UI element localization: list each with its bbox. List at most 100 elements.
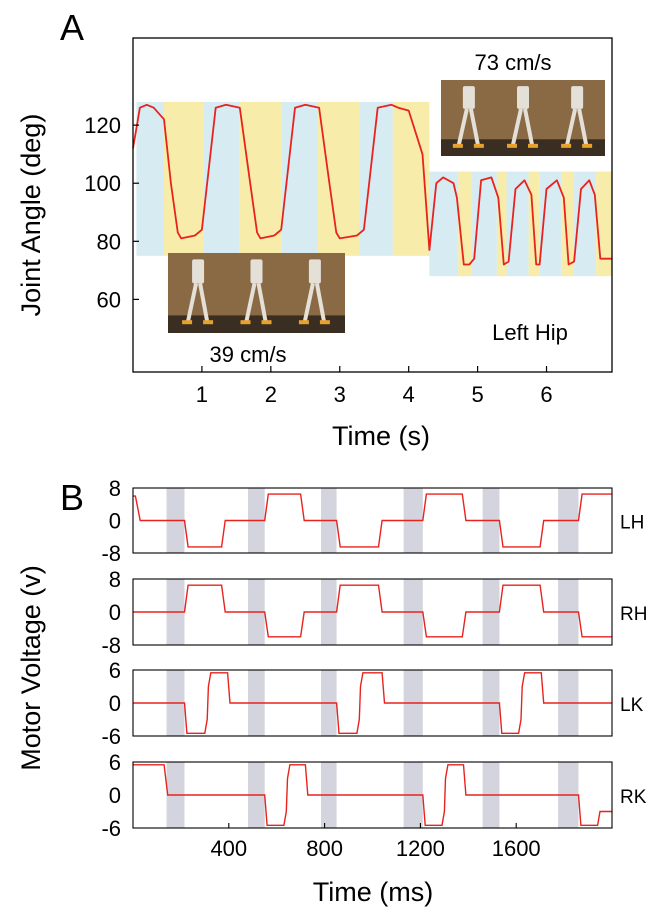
robot-figure [561,86,593,148]
y-tick-label: 100 [84,171,121,196]
phase-band-blue [429,171,459,277]
robot-figure [452,86,484,148]
robot-torso [192,259,205,284]
subplot-frame [132,761,613,829]
robot-foot [261,320,272,325]
panel-b-xlabel: Time (ms) [313,877,433,907]
robot-torso [517,86,529,109]
y-tick-label: -6 [101,724,121,749]
subplot-frame [132,578,613,646]
phase-band-yellow [392,101,430,256]
robot-leg [523,108,534,145]
x-tick-label: 1200 [396,836,445,861]
subplot-frame [132,487,613,554]
robot-foot [452,143,463,148]
subplot-rh: 8 0 -8 RH [101,567,647,658]
voltage-trace-lh [133,493,612,548]
robot-leg [577,108,589,145]
robot-foot [203,320,214,325]
robot-torso [308,259,321,284]
robot-figure [507,86,538,148]
panel-b-ylabel: Motor Voltage (v) [16,565,46,771]
robot-foot [561,143,572,148]
y-tick-label: 60 [97,287,121,312]
robot-leg [244,282,257,322]
photo-floor [441,139,605,156]
panel-b-chart: 8 0 -8 LH 8 0 -8 RH 6 0 -6 LK 6 0 -6 RK 400 800 1200 1600 [101,476,647,861]
robot-foot [319,320,330,325]
phase-band-yellow [596,171,612,277]
panel-a-annotation: Left Hip [492,320,568,345]
y-tick-label: 0 [109,783,121,808]
subplot-rk: 6 0 -6 RK 400 800 1200 1600 [101,750,646,861]
robot-foot [182,320,193,325]
robot-torso [571,86,584,109]
robot-leg [198,283,210,322]
voltage-trace-lk [133,672,612,734]
subplot-name: LK [620,695,644,716]
phase-band-blue [506,171,529,277]
speed-label-slow: 39 cm/s [209,342,286,367]
phase-band-yellow [561,171,575,277]
y-tick-label: 120 [84,113,121,138]
photo-fast-gait [441,80,605,156]
y-tick-label: 6 [109,658,121,683]
phase-band-blue [472,171,497,277]
y-tick-label: -8 [101,541,121,566]
y-tick-label: 80 [97,229,121,254]
y-tick-label: -6 [101,816,121,841]
y-tick-label: -8 [101,633,121,658]
robot-torso [462,86,475,109]
photo-floor [168,315,345,333]
subplot-name: RH [620,604,647,625]
x-tick-label: 800 [306,836,343,861]
phase-band-yellow [317,101,360,256]
phase-band-blue [203,101,240,256]
x-tick-label: 5 [471,382,483,407]
panel-a-label: A [60,7,84,48]
y-tick-label: 0 [109,509,121,534]
voltage-trace-rk [133,764,612,826]
y-tick-label: 8 [109,567,121,592]
left-hip-angle-trace [132,103,612,266]
subplot-lk: 6 0 -6 LK [101,658,643,749]
x-tick-label: 3 [334,382,346,407]
phase-band-yellow [239,101,282,256]
robot-foot [507,143,517,148]
subplot-frame [132,669,613,737]
phase-band-blue [136,101,165,256]
photo-slow-gait [168,253,345,333]
robot-foot [298,320,309,325]
robot-foot [473,143,484,148]
voltage-trace-rh [133,584,612,638]
robot-figure [298,259,330,325]
robot-figure [182,259,214,325]
robot-foot [528,143,538,148]
panel-a-chart: 1 2 3 4 5 6 60 80 100 120 [84,37,613,407]
y-tick-label: 0 [109,691,121,716]
subplot-name: RK [620,787,647,808]
panel-a-ylabel: Joint Angle (deg) [16,114,46,317]
y-tick-label: 6 [109,750,121,775]
panel-b-label: B [60,477,84,518]
robot-leg [314,283,326,322]
subplot-name: LH [620,513,644,534]
panel-a-xlabel: Time (s) [332,421,430,451]
x-tick-label: 6 [540,382,552,407]
x-tick-label: 2 [265,382,277,407]
y-tick-label: 0 [109,600,121,625]
robot-figure [240,259,272,325]
robot-leg [302,282,315,322]
subplot-lh: 8 0 -8 LH [101,476,644,566]
panel-a-frame [132,37,613,373]
speed-label-fast: 73 cm/s [474,50,551,75]
robot-foot [582,143,593,148]
robot-torso [250,259,263,284]
robot-leg [468,108,480,145]
x-tick-label: 4 [403,382,415,407]
robot-leg [511,108,523,146]
robot-leg [256,283,268,322]
phase-band-yellow [496,171,507,277]
robot-leg [565,108,578,146]
